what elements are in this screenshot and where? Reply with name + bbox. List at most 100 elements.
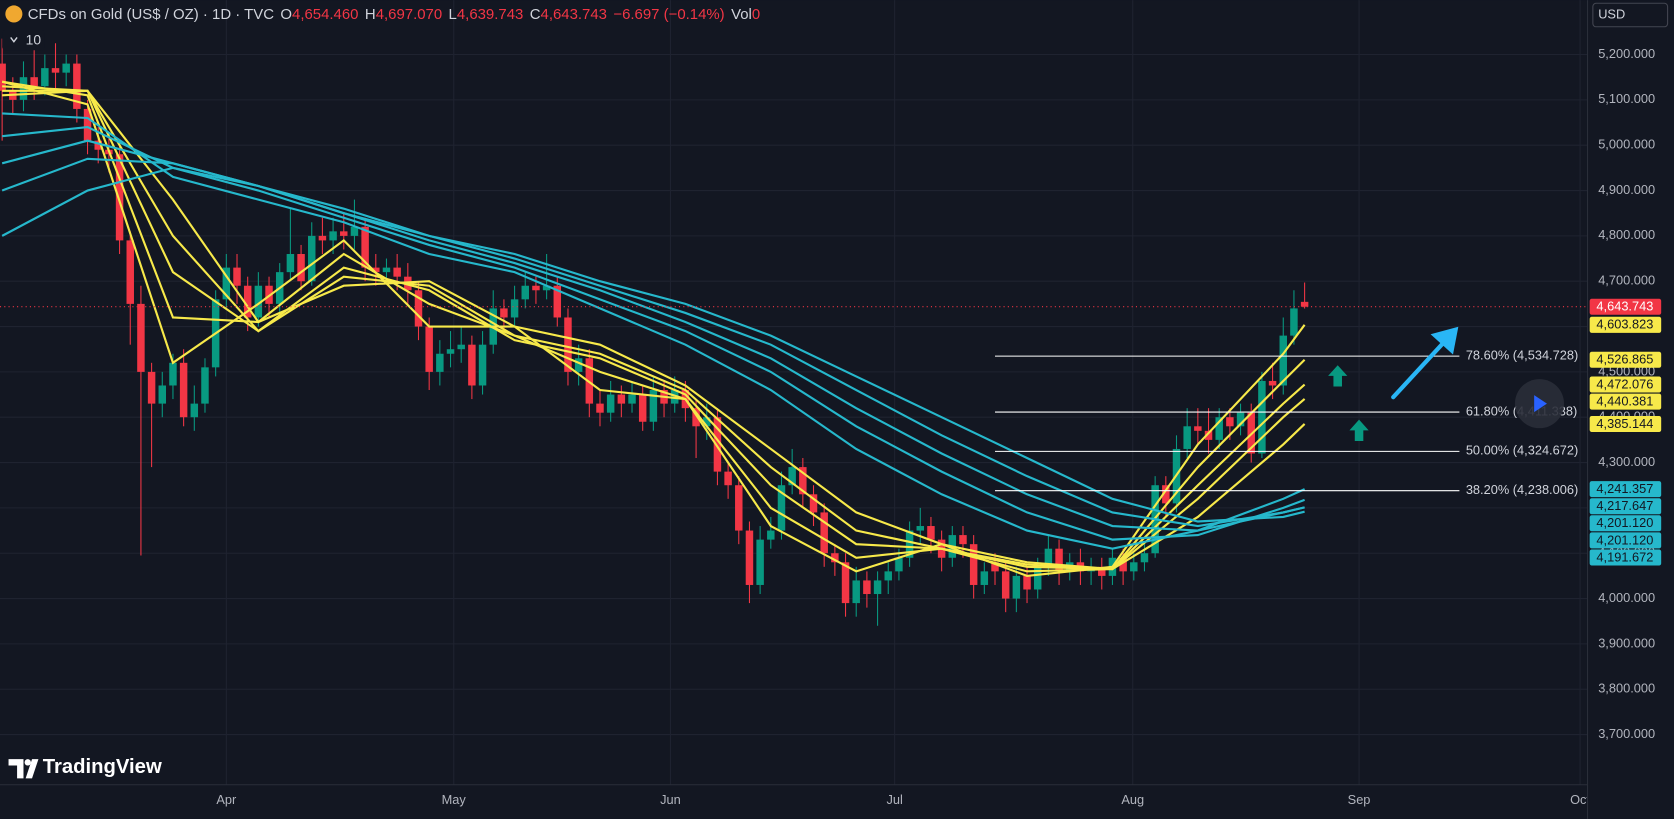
candle-body xyxy=(884,571,892,581)
logo-slash xyxy=(25,759,39,779)
candle-body xyxy=(1279,335,1287,386)
price-box-label: 4,201.120 xyxy=(1596,515,1653,530)
candle-body xyxy=(649,390,658,422)
indicator-count[interactable]: 10 xyxy=(26,31,42,47)
price-box xyxy=(1589,415,1662,432)
indicator-toggle[interactable]: 10 xyxy=(2,29,45,51)
candle-body xyxy=(852,580,860,604)
moving-average-line xyxy=(1,157,1305,528)
logo-dot xyxy=(24,759,31,766)
candle-body xyxy=(308,235,316,282)
y-tick-label: 4,700.000 xyxy=(1598,273,1655,288)
y-tick-label: 3,700.000 xyxy=(1598,726,1655,741)
trend-arrow-shaft xyxy=(1391,340,1446,400)
candle-body xyxy=(147,371,156,404)
candle-body xyxy=(788,467,796,486)
candle-body xyxy=(350,226,359,236)
price-box-label: 4,603.823 xyxy=(1596,317,1653,332)
candle-body xyxy=(617,394,626,404)
moving-averages xyxy=(1,80,1306,577)
candle-body xyxy=(158,385,167,404)
y-tick-label: 4,300.000 xyxy=(1598,454,1655,469)
price-box xyxy=(1589,376,1662,393)
x-tick-label: Oct xyxy=(1570,792,1590,807)
x-tick-label: Sep xyxy=(1348,792,1371,807)
price-box-label: 4,241.357 xyxy=(1596,481,1653,496)
price-box-label: 4,472.076 xyxy=(1596,376,1653,391)
candle-body xyxy=(969,544,978,585)
price-box-label: 4,385.144 xyxy=(1596,416,1653,431)
candle-body xyxy=(179,362,188,418)
candle-body xyxy=(340,231,348,236)
candle-body xyxy=(1258,380,1266,454)
candle-body xyxy=(959,535,967,545)
price-box-label: 4,440.381 xyxy=(1596,394,1653,409)
candle-body xyxy=(638,394,647,422)
up-arrow xyxy=(1328,365,1348,387)
play-icon[interactable] xyxy=(1534,395,1547,413)
currency-button[interactable]: USD xyxy=(1592,2,1669,28)
candle-body xyxy=(468,344,476,386)
annotation-arrows xyxy=(1328,326,1459,441)
moving-average-line xyxy=(1,80,1306,573)
candle-body xyxy=(446,349,455,354)
candle-body xyxy=(1300,301,1309,307)
symbol-title: CFDs on Gold (US$ / OZ) · 1D · TVC xyxy=(28,6,274,23)
indicator-chip[interactable] xyxy=(2,29,45,51)
volume-key: Vol xyxy=(731,6,752,23)
candle-body xyxy=(532,285,540,291)
y-tick-label: 3,900.000 xyxy=(1598,635,1655,650)
candle-body xyxy=(745,530,754,585)
candle-body xyxy=(318,235,327,241)
volume-value: 0 xyxy=(752,6,760,23)
ohlc-value: 4,654.460 xyxy=(292,6,358,23)
candle-body xyxy=(1033,566,1042,590)
price-box-label: 4,191.672 xyxy=(1596,549,1653,564)
y-tick-label: 4,000.000 xyxy=(1598,590,1655,605)
y-tick-label: 3,800.000 xyxy=(1598,681,1655,696)
play-button[interactable] xyxy=(1514,379,1565,429)
moving-average-line xyxy=(2,89,1306,571)
candle-body xyxy=(329,231,337,241)
candle-body xyxy=(1044,548,1053,567)
candle-body xyxy=(382,267,391,273)
fib-label: 78.60% (4,534.728) xyxy=(1466,348,1578,363)
symbol-logo xyxy=(5,5,23,23)
price-box xyxy=(1589,316,1662,333)
candle-body xyxy=(799,467,807,495)
currency-box[interactable] xyxy=(1592,2,1669,28)
watermark: TradingView xyxy=(8,756,162,779)
candle-body xyxy=(863,580,871,595)
price-box xyxy=(1589,393,1662,410)
moving-average-line xyxy=(2,112,1306,550)
candle-body xyxy=(927,526,935,540)
ohlc-value: 4,643.743 xyxy=(541,6,607,23)
candle-body xyxy=(564,317,572,372)
candle-body xyxy=(905,530,914,558)
candle-body xyxy=(286,254,295,273)
candle-body xyxy=(756,539,764,585)
price-box-label: 4,526.865 xyxy=(1596,352,1653,367)
candle-body xyxy=(254,285,263,318)
candle-body xyxy=(767,530,775,540)
candle-body xyxy=(692,408,700,427)
moving-average-line xyxy=(1,166,1305,523)
y-tick-label: 5,100.000 xyxy=(1598,91,1655,106)
price-box-label: 4,201.120 xyxy=(1596,532,1653,547)
price-labels: 4,643.743 4,603.823 4,526.865 4,472.076 4,44… xyxy=(1589,299,1662,566)
currency-label[interactable]: USD xyxy=(1598,6,1625,21)
candle-body xyxy=(30,77,38,87)
chevron[interactable] xyxy=(10,37,18,43)
candle-body xyxy=(393,267,401,277)
candle-body xyxy=(895,557,903,572)
candle-body xyxy=(542,285,551,291)
candle-body xyxy=(233,267,241,286)
fib-label: 38.20% (4,238.006) xyxy=(1466,482,1578,497)
candle-body xyxy=(425,326,433,372)
watermark-text: TradingView xyxy=(43,756,162,778)
candle-body xyxy=(596,403,604,413)
candle-body xyxy=(372,267,380,273)
moving-average-line xyxy=(2,89,1306,571)
